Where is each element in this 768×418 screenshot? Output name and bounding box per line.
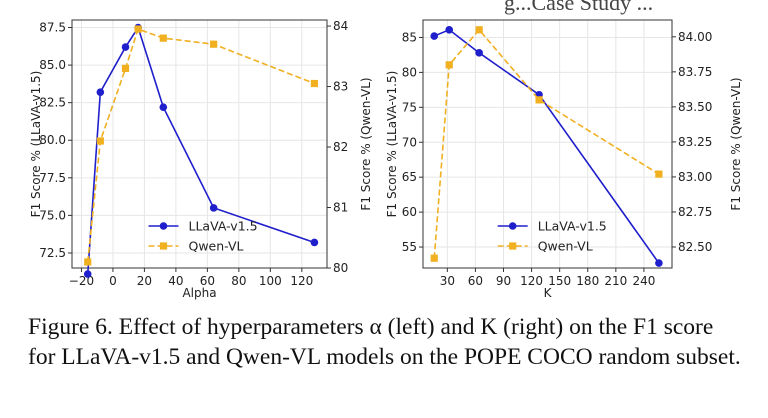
y-right-tick-label: 82.75 <box>678 205 712 219</box>
legend-label: LLaVA-v1.5 <box>538 219 607 234</box>
x-axis-label: K <box>544 286 553 300</box>
y-right-axis-label: F1 Score % (Qwen-VL) <box>729 77 743 210</box>
data-point-llava <box>121 43 130 51</box>
x-axis-label: Alpha <box>182 286 216 300</box>
data-point-llava <box>475 49 483 57</box>
y-left-tick-label: 80 <box>402 65 417 79</box>
figure-canvas: g...Case Study ... −20 0 20 40 60 80 100 12072.… <box>29 0 743 300</box>
y-right-tick-label: 83.25 <box>678 135 712 149</box>
data-point-qwen <box>310 79 319 88</box>
y-right-tick-label: 83.75 <box>678 65 712 79</box>
data-point-llava <box>655 259 663 267</box>
y-left-tick-label: 77.5 <box>39 171 66 185</box>
y-right-tick-label: 82.50 <box>678 240 712 254</box>
x-tick-label: 0 <box>109 274 117 288</box>
y-left-tick-label: 85 <box>402 30 417 44</box>
x-tick-label: 120 <box>290 274 313 288</box>
y-right-tick-label: 80 <box>333 261 348 275</box>
data-point-qwen <box>96 137 104 145</box>
legend-marker <box>509 242 517 250</box>
x-tick-label: 150 <box>548 274 571 288</box>
plot-frame <box>71 19 328 269</box>
y-left-axis-label: F1 Score % (LLaVA-v1.5) <box>29 71 43 218</box>
x-tick-label: 60 <box>200 274 215 288</box>
y-left-tick-label: 75 <box>402 100 417 114</box>
y-left-tick-label: 72.5 <box>39 246 66 260</box>
data-point-qwen <box>210 40 218 48</box>
x-tick-label: 60 <box>468 274 483 288</box>
data-point-qwen <box>535 96 543 104</box>
y-right-tick-label: 83.50 <box>678 100 712 114</box>
legend-label: Qwen-VL <box>538 239 593 254</box>
y-left-tick-label: 87.5 <box>39 21 66 35</box>
x-tick-label: 240 <box>632 274 655 288</box>
data-point-qwen <box>84 258 92 266</box>
legend-label: LLaVA-v1.5 <box>189 219 258 234</box>
x-tick-label: 90 <box>496 274 511 288</box>
series-line-qwen <box>433 28 660 259</box>
y-left-tick-label: 55 <box>402 240 417 254</box>
y-left-axis-label: F1 Score % (LLaVA-v1.5) <box>385 71 399 218</box>
data-point-llava <box>159 103 168 111</box>
k-chart: 30 60 90 120 150 180 210 240 55 60 65 70 75 80 85 82.50… <box>385 19 743 300</box>
legend-marker <box>508 222 517 230</box>
y-left-tick-label: 70 <box>402 135 417 149</box>
y-left-tick-label: 82.5 <box>39 96 66 110</box>
x-tick-label: 100 <box>259 274 282 288</box>
header-fragment: g...Case Study ... <box>504 0 653 15</box>
figure-caption: Figure 6. Effect of hyperparameters α (l… <box>28 314 741 370</box>
x-tick-label: 40 <box>168 274 183 288</box>
x-tick-label: 120 <box>520 274 543 288</box>
x-tick-label: 30 <box>440 274 455 288</box>
x-tick-label: 80 <box>231 274 246 288</box>
y-right-tick-label: 84 <box>333 19 348 33</box>
legend-marker <box>159 242 168 250</box>
y-right-tick-label: 83.00 <box>678 170 712 184</box>
x-tick-label: 210 <box>604 274 627 288</box>
legend-label: Qwen-VL <box>189 239 244 254</box>
data-point-llava <box>83 270 92 278</box>
data-point-qwen <box>134 25 142 33</box>
data-point-llava <box>209 204 218 212</box>
data-point-qwen <box>655 170 663 178</box>
data-point-qwen <box>159 34 167 42</box>
data-point-qwen <box>121 64 130 72</box>
data-point-qwen <box>445 61 453 69</box>
data-point-qwen <box>475 26 483 34</box>
y-left-tick-label: 75.0 <box>39 208 66 222</box>
legend-marker <box>159 222 168 230</box>
y-left-tick-label: 65 <box>402 170 417 184</box>
y-right-tick-label: 84.00 <box>678 30 712 44</box>
y-right-tick-label: 82 <box>333 140 348 154</box>
y-left-tick-label: 80.0 <box>39 133 66 147</box>
data-point-llava <box>445 25 454 34</box>
y-left-tick-label: 60 <box>402 205 417 219</box>
data-point-qwen <box>430 254 438 262</box>
data-point-llava <box>96 88 105 96</box>
y-right-tick-label: 83 <box>333 80 348 94</box>
y-right-tick-label: 81 <box>333 201 348 215</box>
alpha-chart: −20 0 20 40 60 80 100 12072.575.077.580.082.585… <box>29 19 373 300</box>
series-line-llava <box>86 25 315 275</box>
data-point-llava <box>430 32 439 40</box>
y-left-tick-label: 85.0 <box>39 58 66 72</box>
plot-frame <box>422 19 673 269</box>
x-tick-label: 180 <box>576 274 599 288</box>
x-tick-label: 20 <box>137 274 152 288</box>
data-point-llava <box>310 238 319 247</box>
y-right-axis-label: F1 Score % (Qwen-VL) <box>359 77 373 210</box>
